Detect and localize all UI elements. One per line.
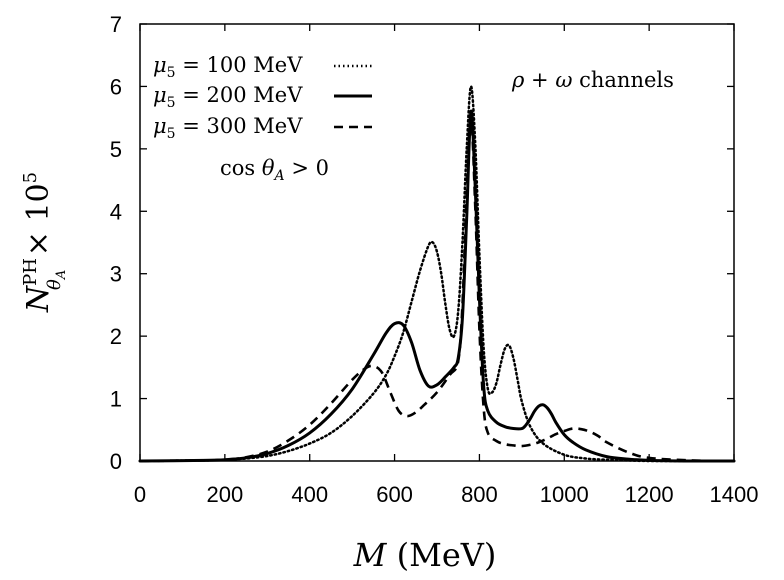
legend: μ5 = 100 MeV μ5 = 200 MeV μ5 = 300 MeV — [153, 53, 372, 142]
annotation-condition: cos θA > 0 — [220, 156, 329, 184]
y-tick-label-5: 5 — [110, 137, 122, 162]
series-line-dotted — [138, 85, 736, 463]
y-tick-label-3: 3 — [110, 262, 122, 287]
plot-frame — [139, 23, 735, 462]
x-tick-label-1000: 1000 — [540, 482, 589, 507]
y-tick-label-6: 6 — [110, 74, 122, 99]
y-axis-label: NPH θA × 105 — [20, 172, 69, 313]
y-tick-label-4: 4 — [110, 199, 122, 224]
y-tick-label-0: 0 — [110, 449, 122, 474]
axis-tick-labels: 0 200 400 600 800 1000 1200 1400 0 1 2 3 4 5 6 7 — [110, 12, 759, 507]
x-tick-label-1200: 1200 — [625, 482, 674, 507]
series-layer — [138, 85, 736, 463]
y-tick-label-7: 7 — [110, 12, 122, 37]
x-axis-label: M (MeV) — [353, 536, 497, 574]
x-tick-label-1400: 1400 — [710, 482, 759, 507]
series-line-solid — [138, 109, 736, 463]
legend-label-100: μ5 = 100 MeV — [153, 53, 303, 81]
x-tick-label-200: 200 — [206, 482, 243, 507]
x-tick-label-400: 400 — [291, 482, 328, 507]
x-tick-label-600: 600 — [376, 482, 413, 507]
x-tick-label-800: 800 — [461, 482, 498, 507]
y-tick-label-1: 1 — [110, 387, 122, 412]
y-tick-label-2: 2 — [110, 324, 122, 349]
series-line-dashed — [139, 116, 735, 463]
x-tick-label-0: 0 — [134, 482, 146, 507]
annotation-channels: ρ + ω channels — [511, 68, 674, 92]
legend-label-300: μ5 = 300 MeV — [153, 114, 303, 142]
legend-label-200: μ5 = 200 MeV — [153, 83, 303, 111]
